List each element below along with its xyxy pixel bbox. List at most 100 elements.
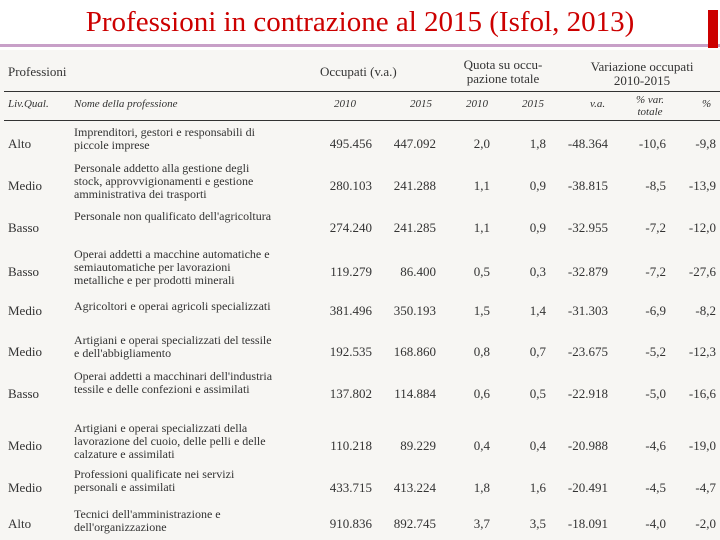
cell-profession-name: Operai addetti a macchine automatiche e … [74,247,270,287]
title-bar: Professioni in contrazione al 2015 (Isfo… [0,0,720,48]
cell-q2010: 0,8 [473,344,490,359]
header-occupati: Occupati (v.a.) [320,64,397,79]
subheader-va: v.a. [590,98,606,110]
cell-q2015: 0,5 [529,386,546,401]
cell-occ2010: 433.715 [329,480,372,495]
cell-vartot: -10,6 [638,136,666,151]
cell-pct: -2,0 [695,516,716,531]
cell-pct: -8,2 [695,303,716,318]
cell-va: -20.491 [567,480,608,495]
subheader-rule [4,120,720,121]
header-quota-line1: Quota su occu- [463,57,543,72]
cell-occ2010: 910.836 [329,516,372,531]
cell-va: -20.988 [567,438,608,453]
cell-vartot: -5,2 [645,344,666,359]
cell-occ2015: 168.860 [393,344,436,359]
cell-q2015: 0,4 [529,438,546,453]
cell-q2010: 1,5 [473,303,490,318]
cell-pct: -19,0 [688,438,716,453]
header-quota: Quota su occu- pazione totale [448,58,558,86]
cell-pct: -27,6 [688,264,716,279]
header-variazione-line1: Variazione occupati [590,59,694,74]
cell-vartot: -7,2 [645,220,666,235]
cell-va: -22.918 [567,386,608,401]
header-rule [4,91,720,92]
cell-pct: -4,7 [695,480,716,495]
subheader-liv-qual: Liv.Qual. [8,98,49,110]
cell-q2015: 1,4 [529,303,546,318]
cell-profession-name: Imprenditori, gestori e responsabili di … [74,125,255,152]
cell-occ2010: 381.496 [329,303,372,318]
cell-pct: -12,0 [688,220,716,235]
cell-va: -18.091 [567,516,608,531]
accent-bar [708,10,718,48]
table-image: Professioni Occupati (v.a.) Quota su occ… [0,50,720,540]
cell-q2015: 0,3 [529,264,546,279]
cell-va: -38.815 [567,178,608,193]
header-variazione: Variazione occupati 2010-2015 [580,60,704,88]
cell-q2010: 2,0 [473,136,490,151]
cell-q2015: 1,8 [529,136,546,151]
cell-vartot: -5,0 [645,386,666,401]
cell-q2010: 1,1 [473,178,490,193]
cell-profession-name: Artigiani e operai specializzati del tes… [74,333,272,360]
cell-occ2010: 119.279 [330,264,372,279]
cell-profession-name: Professioni qualificate nei servizi pers… [74,467,235,494]
cell-va: -48.364 [567,136,608,151]
cell-occ2010: 137.802 [329,386,372,401]
cell-liv-qual: Medio [8,438,42,453]
cell-liv-qual: Basso [8,386,40,401]
cell-occ2010: 274.240 [329,220,372,235]
cell-occ2015: 86.400 [400,264,436,279]
cell-vartot: -4,5 [645,480,666,495]
cell-q2010: 0,5 [473,264,490,279]
cell-profession-name: Operai addetti a macchinari dell'industr… [74,369,273,396]
subheader-quota-2010: 2010 [466,98,488,110]
cell-pct: -16,6 [688,386,716,401]
cell-occ2015: 241.288 [393,178,436,193]
cell-profession-name: Personale addetto alla gestione degli st… [74,161,254,201]
cell-pct: -13,9 [688,178,716,193]
cell-va: -32.955 [567,220,608,235]
cell-occ2015: 413.224 [393,480,436,495]
subheader-occ-2010: 2010 [334,98,356,110]
cell-q2010: 3,7 [473,516,490,531]
cell-occ2015: 241.285 [393,220,436,235]
cell-occ2015: 447.092 [393,136,436,151]
cell-occ2015: 114.884 [394,386,436,401]
cell-vartot: -4,6 [645,438,666,453]
subheader-nome: Nome della professione [74,98,178,110]
cell-vartot: -4,0 [645,516,666,531]
cell-q2015: 0,9 [529,178,546,193]
cell-profession-name: Personale non qualificato dell'agricoltu… [74,209,272,223]
cell-q2015: 0,7 [529,344,546,359]
cell-occ2015: 892.745 [393,516,436,531]
cell-q2015: 0,9 [529,220,546,235]
cell-occ2010: 110.218 [330,438,372,453]
cell-vartot: -8,5 [645,178,666,193]
cell-occ2015: 350.193 [393,303,436,318]
cell-pct: -9,8 [695,136,716,151]
slide-title: Professioni in contrazione al 2015 (Isfo… [85,6,635,38]
cell-va: -31.303 [567,303,608,318]
cell-occ2010: 495.456 [329,136,372,151]
cell-liv-qual: Basso [8,264,40,279]
subheader-quota-2015: 2015 [522,98,544,110]
cell-liv-qual: Alto [8,516,32,531]
cell-q2015: 1,6 [529,480,546,495]
cell-liv-qual: Medio [8,178,42,193]
cell-profession-name: Tecnici dell'amministrazione e dell'orga… [74,507,221,534]
cell-q2010: 1,1 [473,220,490,235]
cell-liv-qual: Alto [8,136,32,151]
subheader-pct: % [702,98,712,110]
subheader-var-totale: % var. totale [626,94,674,118]
header-professioni: Professioni [8,64,67,79]
cell-va: -23.675 [567,344,608,359]
subheader-var-totale-line2: totale [637,106,663,118]
title-underline [0,44,720,47]
cell-va: -32.879 [567,264,608,279]
cell-profession-name: Agricoltori e operai agricoli specializz… [74,299,271,313]
cell-vartot: -7,2 [645,264,666,279]
cell-liv-qual: Medio [8,303,42,318]
header-quota-line2: pazione totale [466,71,540,86]
